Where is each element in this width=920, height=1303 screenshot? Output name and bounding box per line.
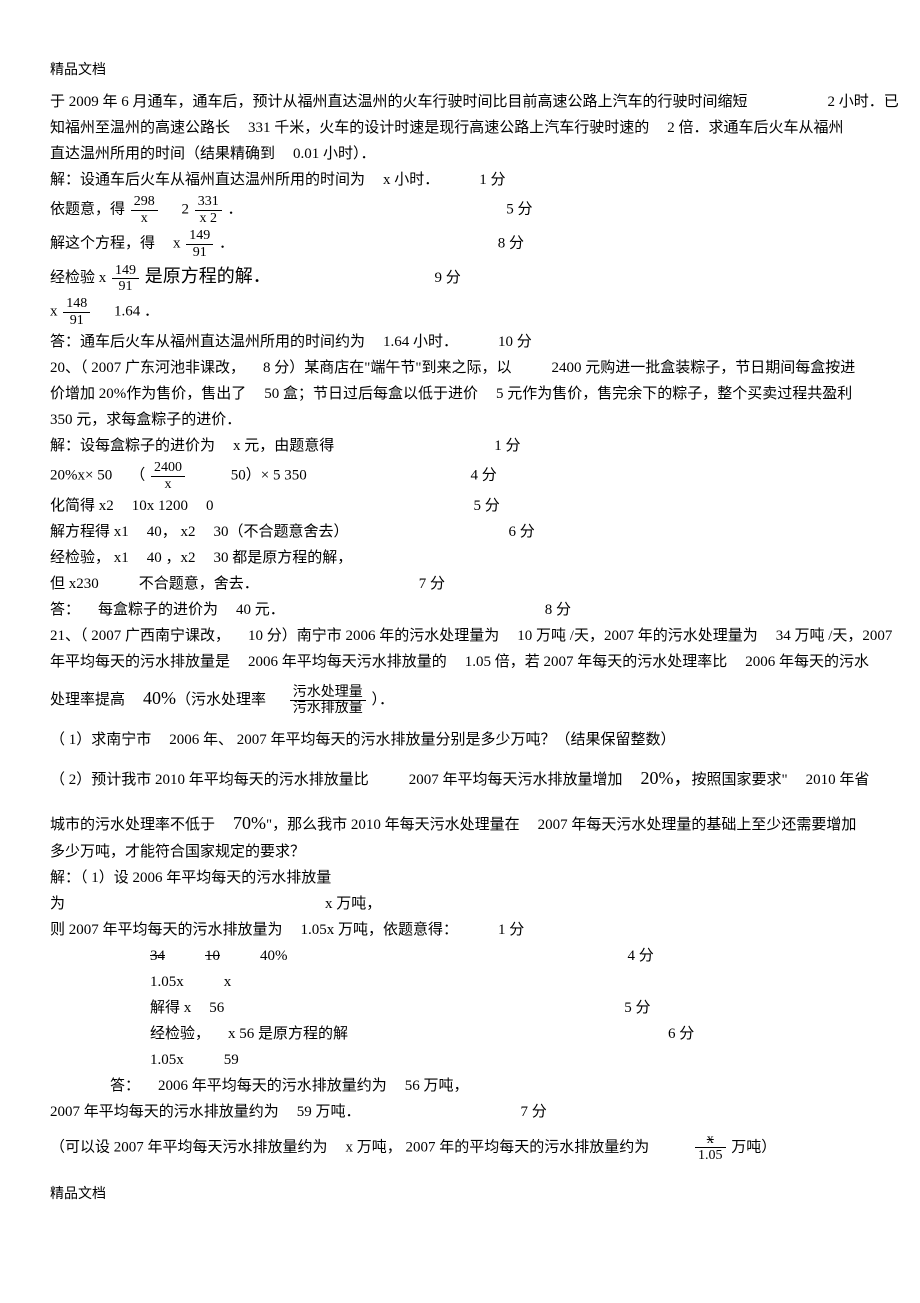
p21-l4: （ 1）求南宁市2006 年、 2007 年平均每天的污水排放量分别是多少万吨？… <box>50 728 870 752</box>
p21-l3: 处理率提高40%（污水处理率 污水处理量污水排放量 ）． <box>50 684 870 716</box>
p21-l8b: 为x 万吨， <box>50 892 870 916</box>
p21-l17: （可以设 2007 年平均每天污水排放量约为x 万吨， 2007 年的平均每天的… <box>50 1132 870 1164</box>
p19-l4: 解：设通车后火车从福州直达温州所用的时间为x 小时．1 分 <box>50 168 870 192</box>
p19-l1: 于 2009 年 6 月通车，通车后，预计从福州直达温州的火车行驶时间比目前高速… <box>50 90 870 114</box>
p19-l2: 知福州至温州的高速公路长331 千米，火车的设计时速是现行高速公路上汽车行驶时速… <box>50 116 870 140</box>
p20-l7: 解方程得 x140， x230（不合题意舍去）6 分 <box>50 520 870 544</box>
p19-l5: 依题意，得 298x 2 331x 2 ． 5 分 <box>50 194 870 226</box>
p20-l2: 价增加 20%作为售价，售出了50 盒；节日过后每盒以低于进价5 元作为售价，售… <box>50 382 870 406</box>
p20-l10: 答：每盒粽子的进价为40 元．8 分 <box>50 598 870 622</box>
p20-l3: 350 元，求每盒粽子的进价． <box>50 408 870 432</box>
p19-l6: 解这个方程，得x 14991 ． 8 分 <box>50 228 870 260</box>
p20-l4: 解：设每盒粽子的进价为x 元，由题意得1 分 <box>50 434 870 458</box>
p21-l14: 1.05x59 <box>50 1048 870 1072</box>
footer-label: 精品文档 <box>50 1184 870 1206</box>
p21-l7: 多少万吨，才能符合国家规定的要求？ <box>50 840 870 864</box>
p20-l1: 20、（ 2007 广东河池非课改，8 分）某商店在"端午节"到来之际，以240… <box>50 356 870 380</box>
p19-l3: 直达温州所用的时间（结果精确到0.01 小时）． <box>50 142 870 166</box>
p20-l9: 但 x230不合题意，舍去．7 分 <box>50 572 870 596</box>
p20-l5: 20%x× 50（ 2400x 50）× 5 350 4 分 <box>50 460 870 492</box>
p21-l8a: 解：（ 1）设 2006 年平均每天的污水排放量 <box>50 866 870 890</box>
header-label: 精品文档 <box>50 60 870 82</box>
p21-l9: 则 2007 年平均每天的污水排放量为1.05x 万吨，依题意得：1 分 <box>50 918 870 942</box>
p19-l8: x 14891 1.64 ． <box>50 296 870 328</box>
p21-l2: 年平均每天的污水排放量是2006 年平均每天污水排放量的1.05 倍，若 200… <box>50 650 870 674</box>
p21-l1: 21、（ 2007 广西南宁课改，10 分）南宁市 2006 年的污水处理量为1… <box>50 624 870 648</box>
p20-l6: 化简得 x210x 120005 分 <box>50 494 870 518</box>
p21-l13: 经检验，x 56 是原方程的解6 分 <box>50 1022 870 1046</box>
p21-l16: 2007 年平均每天的污水排放量约为59 万吨．7 分 <box>50 1100 870 1124</box>
p19-l9: 答：通车后火车从福州直达温州所用的时间约为1.64 小时．10 分 <box>50 330 870 354</box>
p19-l7: 经检验 x 14991 是原方程的解． 9 分 <box>50 262 870 294</box>
p21-l5: （ 2）预计我市 2010 年平均每天的污水排放量比2007 年平均每天污水排放… <box>50 764 870 793</box>
p21-l6: 城市的污水处理率不低于70%"，那么我市 2010 年每天污水处理量在2007 … <box>50 809 870 838</box>
p21-l10: 341040%4 分 <box>50 944 870 968</box>
p21-l15: 答：2006 年平均每天的污水排放量约为56 万吨， <box>50 1074 870 1098</box>
p21-l11: 1.05xx <box>50 970 870 994</box>
p20-l8: 经检验， x140 ，x230 都是原方程的解， <box>50 546 870 570</box>
p21-l12: 解得 x565 分 <box>50 996 870 1020</box>
